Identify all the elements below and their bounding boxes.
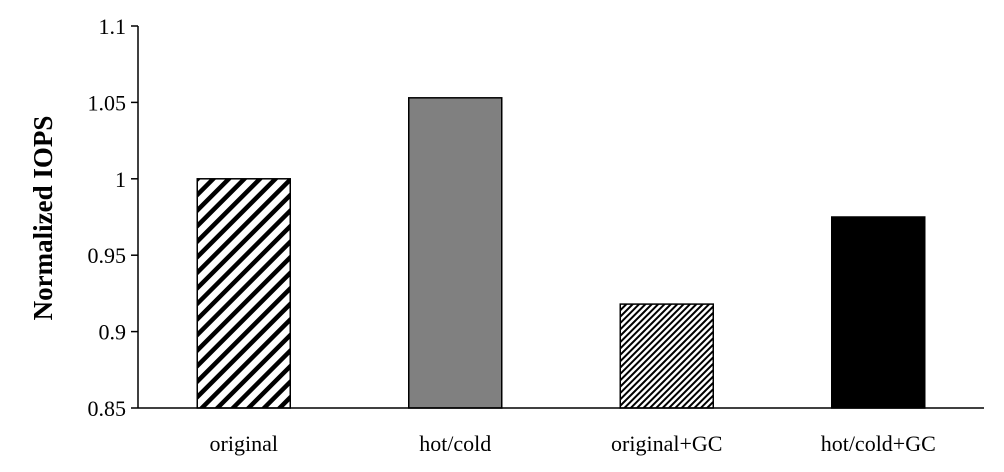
y-tick-label: 1.1 xyxy=(99,14,127,39)
bar-original xyxy=(196,178,291,409)
x-tick-label: hot/cold+GC xyxy=(821,431,936,456)
y-tick-label: 0.95 xyxy=(88,243,127,268)
y-tick-label: 1 xyxy=(115,167,126,192)
y-tick-label: 0.9 xyxy=(99,320,127,345)
bar-hot-cold xyxy=(408,97,503,409)
y-axis-ticks: 0.85 0.9 0.95 1 1.05 1.1 xyxy=(88,14,138,421)
y-tick-label: 0.85 xyxy=(88,396,127,421)
x-tick-label: original+GC xyxy=(611,431,722,456)
y-tick-label: 1.05 xyxy=(88,90,127,115)
bars xyxy=(196,97,926,409)
bar-hot-cold-gc xyxy=(831,216,926,409)
x-tick-label: original xyxy=(210,431,278,456)
y-axis-title: Normalized IOPS xyxy=(28,116,58,321)
x-tick-label: hot/cold xyxy=(419,431,491,456)
bar-original-gc xyxy=(619,303,714,409)
x-axis-labels: original hot/cold original+GC hot/cold+GC xyxy=(210,431,936,456)
